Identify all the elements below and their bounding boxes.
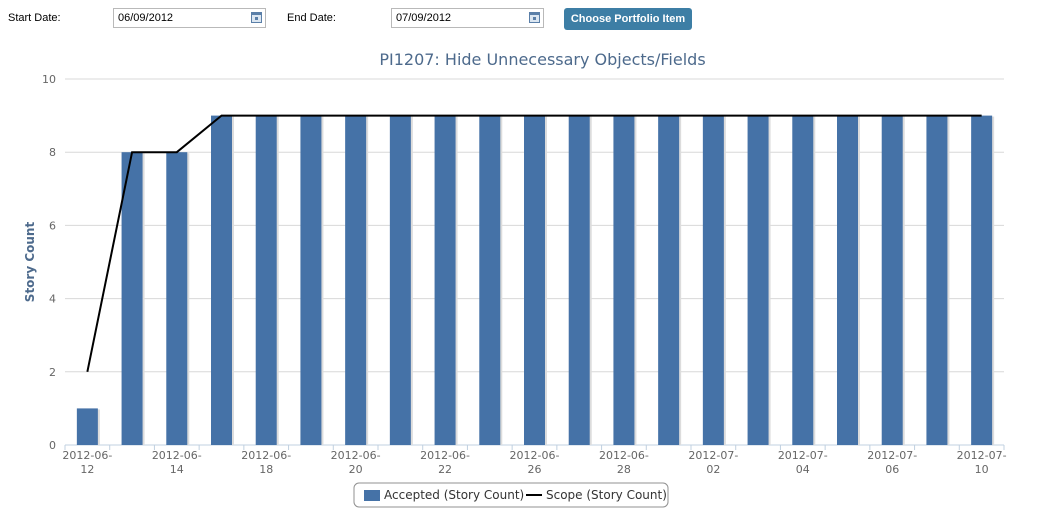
end-date-label: End Date: xyxy=(287,12,336,24)
accepted-bar xyxy=(121,152,143,445)
accepted-bar xyxy=(837,115,858,445)
x-tick-label: 02 xyxy=(706,463,720,476)
x-tick-label: 2012-06- xyxy=(62,449,112,462)
accepted-bar xyxy=(300,115,322,445)
x-tick-label: 12 xyxy=(80,463,94,476)
x-tick-label: 2012-07- xyxy=(778,449,828,462)
x-tick-label: 2012-07- xyxy=(867,449,917,462)
accepted-bar xyxy=(971,115,993,445)
accepted-bar xyxy=(211,115,232,445)
start-date-field[interactable] xyxy=(113,8,266,28)
x-tick-label: 10 xyxy=(975,463,989,476)
x-tick-label: 22 xyxy=(438,463,452,476)
accepted-bar xyxy=(434,115,456,445)
accepted-bar xyxy=(568,115,590,445)
choose-portfolio-item-button[interactable]: Choose Portfolio Item xyxy=(564,8,692,30)
calendar-icon[interactable] xyxy=(251,12,262,23)
x-tick-label: 2012-06- xyxy=(241,449,291,462)
x-tick-label: 04 xyxy=(796,463,810,476)
y-tick-label: 2 xyxy=(49,366,56,379)
calendar-icon[interactable] xyxy=(529,12,540,23)
x-tick-label: 18 xyxy=(259,463,273,476)
scope-line xyxy=(86,114,982,372)
chart-title: PI1207: Hide Unnecessary Objects/Fields xyxy=(379,50,705,69)
x-tick-label: 14 xyxy=(170,463,184,476)
y-tick-label: 0 xyxy=(49,439,56,452)
accepted-bar xyxy=(524,115,545,445)
y-tick-label: 10 xyxy=(42,73,56,86)
accepted-bar xyxy=(613,115,635,445)
legend-label-scope: Scope (Story Count) xyxy=(546,488,667,502)
date-toolbar: Start Date: End Date: Choose Portfolio I… xyxy=(0,0,1039,40)
legend-box xyxy=(353,482,669,508)
end-date-field[interactable] xyxy=(391,8,544,28)
end-date-input[interactable] xyxy=(396,11,516,25)
x-tick-label: 06 xyxy=(885,463,899,476)
accepted-bar xyxy=(76,408,98,445)
accepted-bar xyxy=(255,115,277,445)
legend-label-accepted: Accepted (Story Count) xyxy=(384,488,524,502)
y-tick-label: 6 xyxy=(49,219,56,232)
accepted-bar xyxy=(747,115,769,445)
x-tick-label: 26 xyxy=(528,463,542,476)
x-tick-label: 2012-06- xyxy=(599,449,649,462)
x-tick-label: 2012-06- xyxy=(510,449,560,462)
x-tick-label: 2012-06- xyxy=(152,449,202,462)
start-date-input[interactable] xyxy=(118,11,238,25)
x-tick-label: 20 xyxy=(349,463,363,476)
x-tick-label: 2012-07- xyxy=(688,449,738,462)
x-tick-label: 2012-07- xyxy=(957,449,1007,462)
x-tick-label: 2012-06- xyxy=(420,449,470,462)
accepted-bar xyxy=(702,115,724,445)
accepted-bar xyxy=(389,115,411,445)
story-count-chart: PI1207: Hide Unnecessary Objects/Fields 0… xyxy=(23,50,1007,508)
accepted-bar xyxy=(926,115,948,445)
start-date-label: Start Date: xyxy=(8,12,61,24)
x-tick-label: 2012-06- xyxy=(331,449,381,462)
accepted-bar xyxy=(166,152,188,445)
accepted-bar xyxy=(345,115,367,445)
y-tick-label: 8 xyxy=(49,146,56,159)
accepted-bar xyxy=(479,115,501,445)
y-axis-label: Story Count xyxy=(23,222,37,303)
x-tick-label: 28 xyxy=(617,463,631,476)
legend-swatch-accepted xyxy=(364,490,380,501)
accepted-bar xyxy=(658,115,680,445)
accepted-bar xyxy=(792,115,814,445)
accepted-bar xyxy=(881,115,903,445)
y-tick-label: 4 xyxy=(49,293,56,306)
